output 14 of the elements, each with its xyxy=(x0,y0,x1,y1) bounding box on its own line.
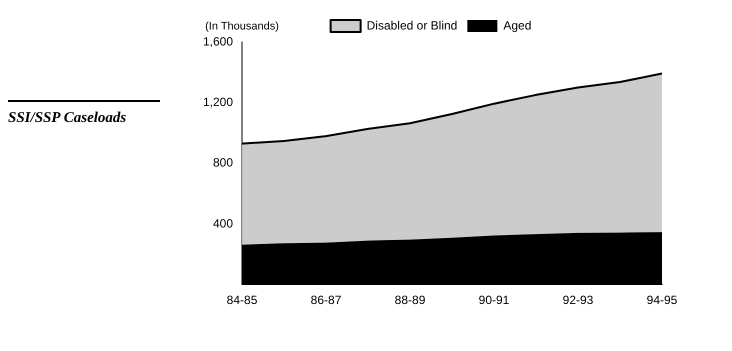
x-tick-label: 94-95 xyxy=(646,293,678,308)
y-tick-label: 1,600 xyxy=(203,34,234,48)
legend-label: Aged xyxy=(503,18,532,32)
y-tick-label: 400 xyxy=(213,216,234,230)
x-tick-label: 86-87 xyxy=(310,293,342,308)
x-tick-label: 84-85 xyxy=(226,293,258,308)
y-tick-label: 800 xyxy=(213,156,234,170)
y-axis-title: (In Thousands) xyxy=(205,20,279,33)
text: SSI/SSP Caseloads xyxy=(8,100,160,127)
legend-label: Disabled or Blind xyxy=(366,18,458,32)
y-tick-label: 1,200 xyxy=(203,94,234,109)
x-tick-label: 90-91 xyxy=(478,293,510,308)
x-tick-label: 92-93 xyxy=(562,293,594,308)
x-tick-label: 88-89 xyxy=(394,293,426,308)
